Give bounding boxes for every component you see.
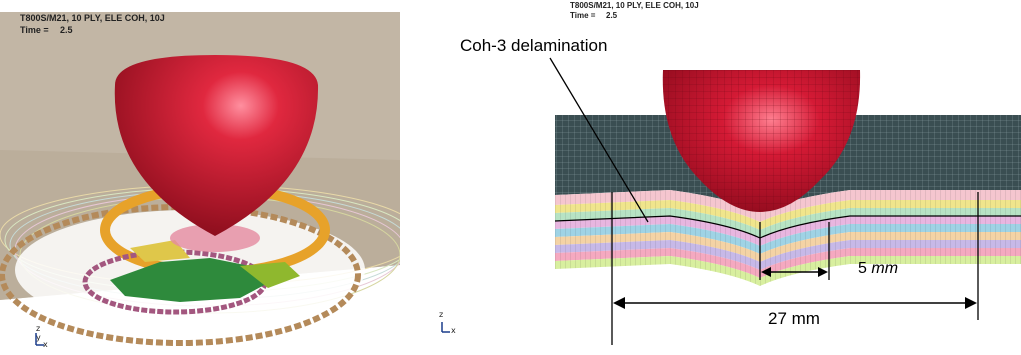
inner-dimension-unit: mm bbox=[871, 260, 899, 277]
annotation-leader bbox=[549, 57, 649, 223]
right-time-value: 2.5 bbox=[606, 11, 618, 20]
ply-stack bbox=[554, 190, 1021, 286]
right-title: T800S/M21, 10 PLY, ELE COH, 10J bbox=[570, 1, 699, 10]
damage-ring-outer bbox=[0, 204, 361, 346]
right-view-canvas bbox=[441, 57, 1021, 345]
inner-dimension-label: 5 mm bbox=[858, 260, 898, 278]
damage-patch-green bbox=[110, 258, 270, 302]
outer-dim-arrow-right bbox=[965, 297, 977, 309]
left-triad-x: x bbox=[43, 340, 48, 349]
contact-region bbox=[170, 224, 260, 252]
inner-dim-arrow-left bbox=[761, 267, 771, 277]
outer-dim-arrow-left bbox=[613, 297, 625, 309]
impactor-mesh bbox=[662, 70, 861, 212]
inner-dimension-value: 5 bbox=[858, 260, 867, 277]
right-triad-x: x bbox=[451, 326, 456, 335]
left-triad-z: z bbox=[36, 324, 41, 333]
damage-patch-lime bbox=[240, 262, 300, 288]
left-title: T800S/M21, 10 PLY, ELE COH, 10J bbox=[20, 13, 165, 23]
right-view-panel: T800S/M21, 10 PLY, ELE COH, 10J Time = 2… bbox=[430, 0, 1021, 355]
right-time-label: Time = bbox=[570, 11, 596, 20]
left-view-canvas bbox=[0, 12, 400, 346]
outer-dimension-label: 27 mm bbox=[768, 309, 820, 328]
delamination-annotation: Coh-3 delamination bbox=[460, 36, 608, 55]
damage-patch-yellow bbox=[130, 240, 190, 262]
left-view-panel: T800S/M21, 10 PLY, ELE COH, 10J Time = 2… bbox=[0, 0, 400, 355]
inner-dim-arrow-right bbox=[818, 267, 828, 277]
left-time-label: Time = bbox=[20, 25, 49, 35]
right-triad-z: z bbox=[439, 310, 444, 319]
left-triad-y: y bbox=[36, 333, 41, 342]
impactor-sphere bbox=[114, 55, 319, 236]
left-time-value: 2.5 bbox=[60, 25, 73, 35]
